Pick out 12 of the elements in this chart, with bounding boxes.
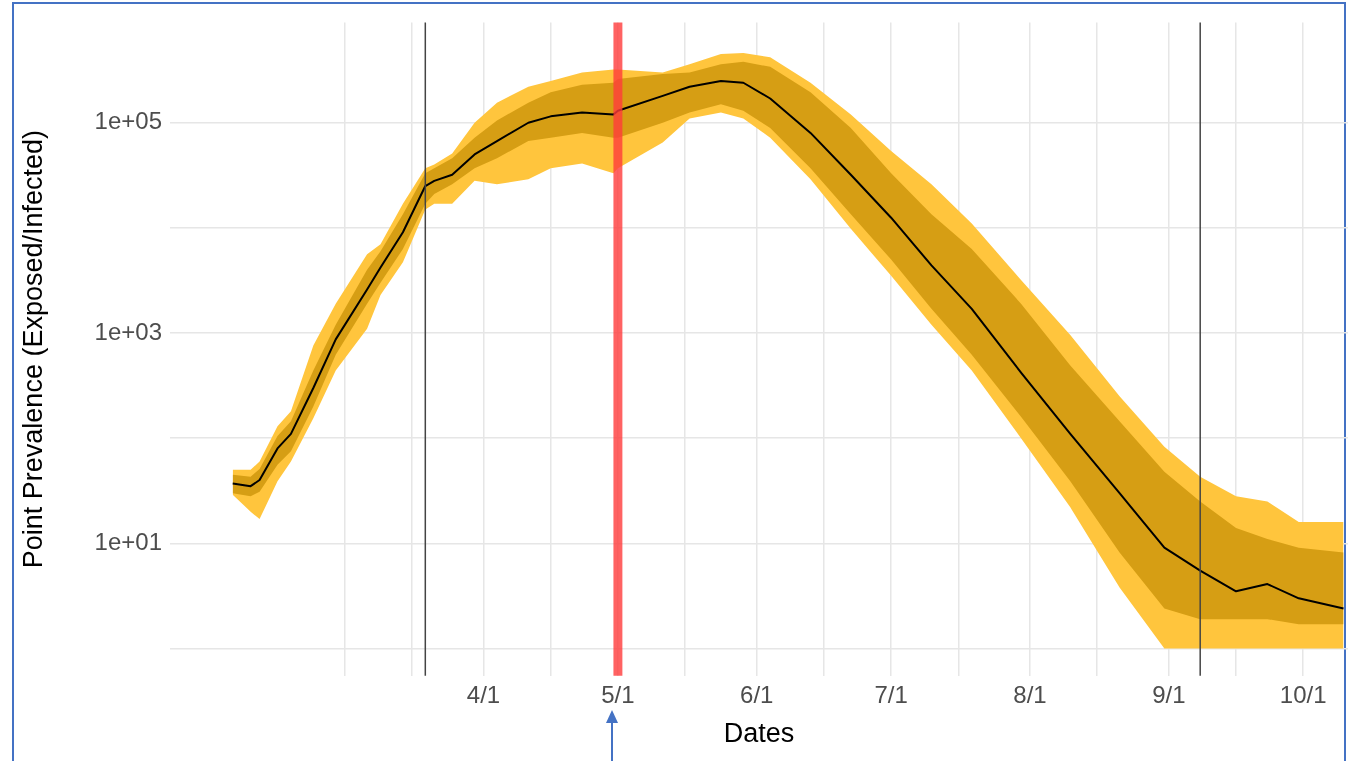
y-tick-label: 1e+05 <box>94 107 162 135</box>
x-tick-label: 9/1 <box>1152 680 1186 708</box>
x-tick-label: 10/1 <box>1279 680 1327 708</box>
y-tick-label: 1e+01 <box>94 527 162 555</box>
x-axis-title: Dates <box>723 718 795 749</box>
x-tick-label: 4/1 <box>466 680 501 708</box>
x-tick-label: 8/1 <box>1013 680 1047 708</box>
y-tick-label: 1e+03 <box>94 317 162 345</box>
x-tick-label: 7/1 <box>874 680 908 708</box>
x-tick-label: 5/1 <box>601 680 635 708</box>
y-axis-title: Point Prevalence (Exposed/Infected) <box>17 129 48 569</box>
x-tick-label: 6/1 <box>740 680 774 708</box>
